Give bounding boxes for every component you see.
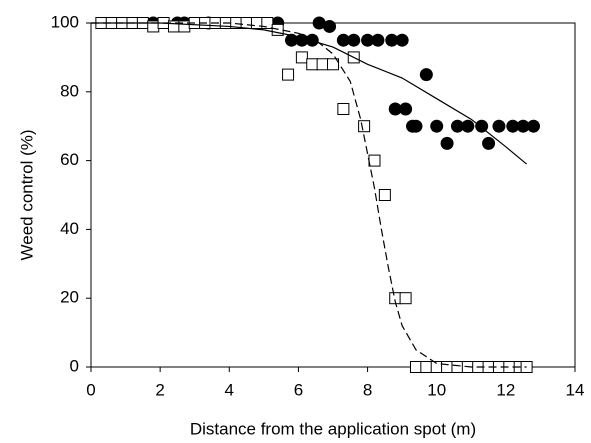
data-point [295, 51, 308, 64]
data-point [527, 119, 541, 133]
data-point [337, 103, 350, 115]
data-point [240, 17, 253, 29]
fit-curve [91, 22, 527, 368]
data-point [282, 68, 295, 81]
data-point [461, 119, 475, 133]
data-point [399, 102, 413, 116]
data-point [368, 154, 381, 167]
x-tick-label: 6 [294, 380, 303, 399]
data-point [261, 17, 274, 29]
data-point [451, 361, 464, 373]
x-axis-label: Distance from the application spot (m) [190, 419, 476, 438]
data-point [440, 136, 454, 150]
data-point [516, 119, 530, 133]
y-axis-label: Weed control (%) [17, 129, 36, 260]
y-tick-label: 20 [60, 288, 79, 307]
data-point [316, 58, 329, 71]
data-point [361, 33, 375, 47]
y-tick-label: 80 [60, 81, 79, 100]
x-tick-label: 14 [566, 380, 585, 399]
data-point [306, 58, 319, 71]
y-tick-label: 40 [60, 219, 79, 238]
x-tick-label: 2 [155, 380, 164, 399]
data-point [323, 19, 337, 33]
data-point [327, 58, 339, 71]
data-point [305, 33, 319, 47]
data-point [385, 33, 399, 47]
data-point [378, 189, 391, 201]
data-point [250, 17, 263, 29]
data-point [371, 33, 385, 47]
y-tick-label: 100 [51, 12, 79, 31]
data-point [285, 33, 299, 47]
data-point [492, 119, 506, 133]
y-tick-label: 0 [70, 356, 79, 375]
data-point [347, 33, 361, 47]
x-tick-label: 10 [427, 380, 446, 399]
plot-frame [90, 22, 576, 368]
fit-curve [91, 22, 527, 165]
data-point [409, 361, 422, 373]
data-point [358, 120, 371, 133]
data-point [430, 119, 444, 133]
x-tick-label: 12 [496, 380, 515, 399]
data-point [482, 136, 496, 150]
data-point [312, 16, 326, 30]
x-tick-label: 8 [363, 380, 372, 399]
data-point [388, 102, 402, 116]
y-tick-label: 60 [60, 150, 79, 169]
data-point [419, 68, 433, 82]
data-point [399, 292, 412, 305]
data-point [450, 119, 464, 133]
data-point [420, 361, 433, 373]
data-point [395, 33, 409, 47]
x-tick-label: 4 [225, 380, 234, 399]
data-point [441, 361, 454, 373]
x-tick-label: 0 [86, 380, 95, 399]
data-point [506, 119, 520, 133]
data-point [336, 33, 350, 47]
data-point [409, 119, 423, 133]
